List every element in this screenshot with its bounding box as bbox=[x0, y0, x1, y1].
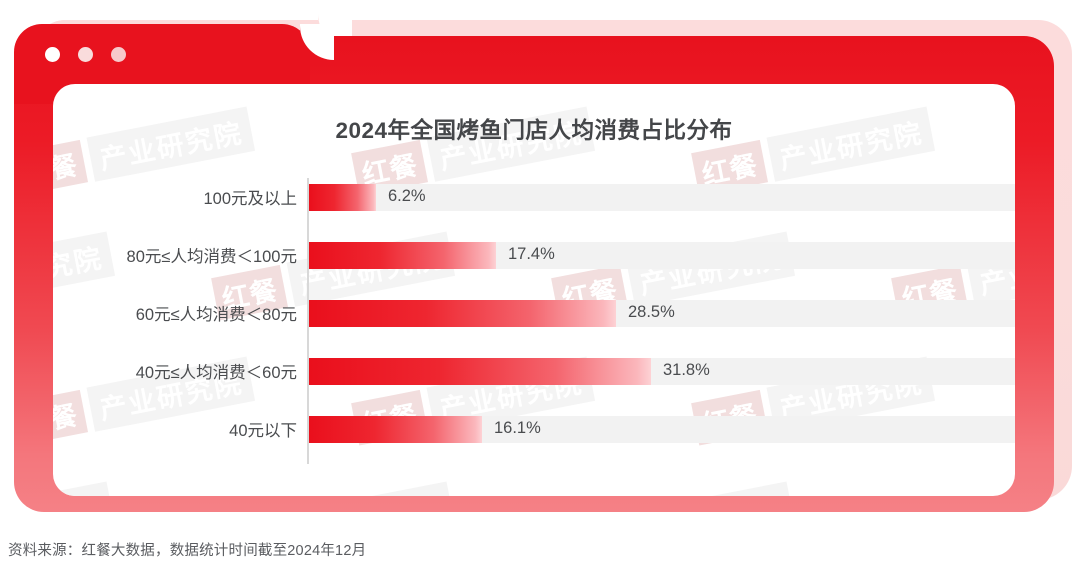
bar-rows: 100元及以上 6.2% 80元≤人均消费＜100元 17.4% 60元≤人均消费＜80… bbox=[53, 168, 1015, 458]
bar-value-label: 17.4% bbox=[508, 244, 555, 263]
category-label: 80元≤人均消费＜100元 bbox=[126, 248, 297, 266]
category-label: 100元及以上 bbox=[203, 190, 297, 208]
category-label: 40元以下 bbox=[229, 422, 297, 440]
bar-chart-plot: 100元及以上 6.2% 80元≤人均消费＜100元 17.4% 60元≤人均消费＜80… bbox=[53, 168, 1015, 468]
window-dot-minimize-icon[interactable] bbox=[78, 47, 93, 62]
source-note: 资料来源：红餐大数据，数据统计时间截至2024年12月 bbox=[8, 543, 367, 559]
category-label: 40元≤人均消费＜60元 bbox=[135, 364, 297, 382]
bar[interactable] bbox=[309, 415, 482, 443]
watermark-text: 产业研究院 bbox=[286, 481, 456, 496]
bar-track: 28.5% bbox=[309, 299, 1015, 327]
watermark-text: 产业研究院 bbox=[626, 481, 796, 496]
bar-track: 17.4% bbox=[309, 241, 1015, 269]
bar[interactable] bbox=[309, 241, 496, 269]
frame-tab-joint bbox=[300, 24, 334, 60]
bar-value-label: 16.1% bbox=[494, 418, 541, 437]
bar[interactable] bbox=[309, 183, 376, 211]
bar-value-label: 31.8% bbox=[663, 360, 710, 379]
bar-row: 80元≤人均消费＜100元 17.4% bbox=[53, 226, 1015, 284]
bar[interactable] bbox=[309, 299, 616, 327]
bar[interactable] bbox=[309, 357, 651, 385]
bar-track: 6.2% bbox=[309, 183, 1015, 211]
chart-card: 红餐产业研究院红餐产业研究院红餐产业研究院红餐产业研究院红餐产业研究院红餐产业研… bbox=[53, 84, 1015, 496]
category-label: 60元≤人均消费＜80元 bbox=[135, 306, 297, 324]
chart-title: 2024年全国烤鱼门店人均消费占比分布 bbox=[335, 118, 733, 143]
bar-value-label: 6.2% bbox=[388, 186, 426, 205]
window-dot-close-icon[interactable] bbox=[45, 47, 60, 62]
window-controls bbox=[45, 47, 126, 62]
bar-track: 16.1% bbox=[309, 415, 1015, 443]
window-frame: 红餐产业研究院红餐产业研究院红餐产业研究院红餐产业研究院红餐产业研究院红餐产业研… bbox=[14, 14, 1072, 512]
bar-row: 40元≤人均消费＜60元 31.8% bbox=[53, 342, 1015, 400]
bar-row: 100元及以上 6.2% bbox=[53, 168, 1015, 226]
bar-value-label: 28.5% bbox=[628, 302, 675, 321]
window-dot-maximize-icon[interactable] bbox=[111, 47, 126, 62]
bar-row: 40元以下 16.1% bbox=[53, 400, 1015, 458]
bar-track: 31.8% bbox=[309, 357, 1015, 385]
bar-row: 60元≤人均消费＜80元 28.5% bbox=[53, 284, 1015, 342]
category-axis-line bbox=[307, 178, 309, 464]
